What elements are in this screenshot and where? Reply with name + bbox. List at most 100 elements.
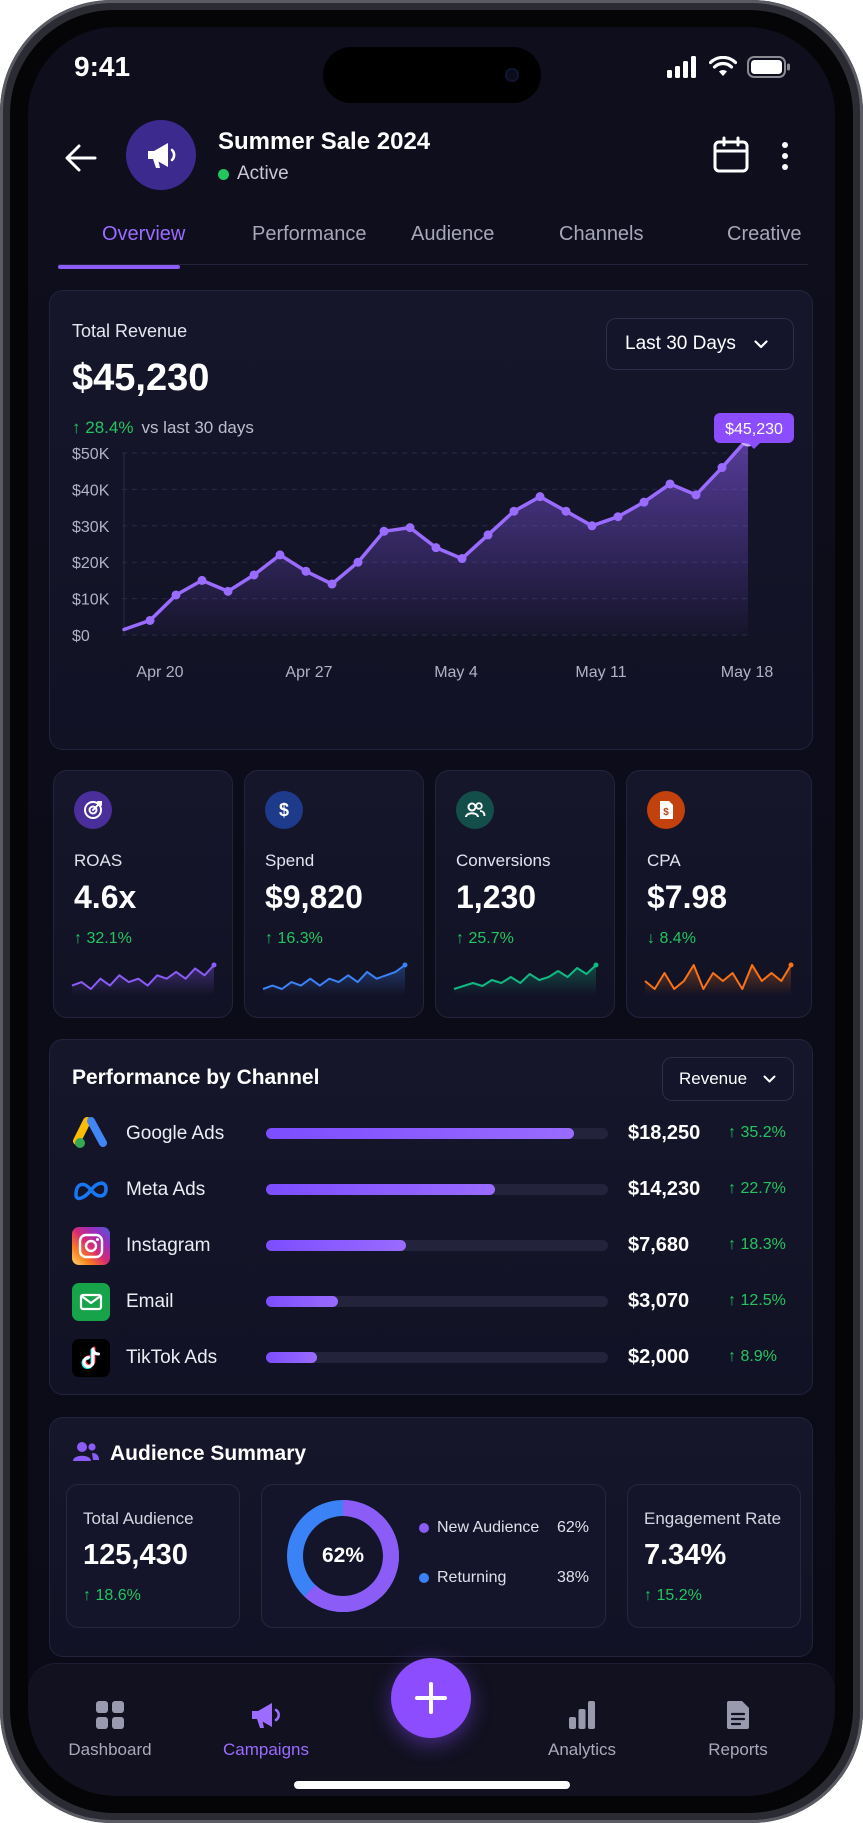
tooltip-label: $45,230 bbox=[725, 421, 783, 438]
sparkline-line bbox=[644, 964, 792, 990]
receipt-icon: $ bbox=[660, 801, 673, 819]
x-tick-label: May 18 bbox=[721, 664, 774, 681]
engagement-value: 7.34% bbox=[644, 1539, 727, 1571]
revenue-point bbox=[353, 557, 363, 567]
engagement-panel: Engagement Rate 7.34% ↑ 15.2% bbox=[627, 1484, 801, 1628]
channel-bar-fill bbox=[266, 1184, 496, 1195]
kpi-sparkline bbox=[453, 962, 599, 995]
revenue-point bbox=[717, 463, 727, 473]
kpi-card-cpa[interactable]: $ CPA $7.98 ↓ 8.4% bbox=[626, 770, 812, 1018]
audience-split-panel: 62% New Audience 62% Returning 38% bbox=[261, 1484, 606, 1628]
kpi-label: ROAS bbox=[74, 851, 123, 870]
y-tick-label: $30K bbox=[72, 519, 110, 536]
campaign-status-label: Active bbox=[237, 163, 289, 184]
revenue-change-value: ↑ 28.4% bbox=[72, 418, 134, 437]
sparkline-line bbox=[262, 964, 406, 990]
revenue-point bbox=[145, 615, 155, 625]
nav-analytics[interactable]: Analytics bbox=[512, 1700, 652, 1760]
revenue-point bbox=[535, 492, 545, 502]
legend-dot bbox=[419, 1523, 429, 1533]
svg-text:$: $ bbox=[663, 807, 669, 818]
channel-change: ↑ 18.3% bbox=[728, 1236, 786, 1253]
tab-overview[interactable]: Overview bbox=[102, 223, 186, 245]
channel-metric-select[interactable]: Revenue bbox=[662, 1057, 794, 1101]
channel-change: ↑ 35.2% bbox=[728, 1124, 786, 1141]
wifi-icon bbox=[709, 56, 737, 76]
revenue-point bbox=[561, 506, 571, 516]
campaign-avatar bbox=[126, 120, 196, 190]
revenue-tooltip: $45,230 bbox=[714, 413, 794, 449]
revenue-point bbox=[509, 506, 519, 516]
x-tick-label: May 11 bbox=[575, 664, 626, 681]
kpi-change: ↑ 16.3% bbox=[265, 930, 323, 947]
channel-row-google-ads[interactable]: Google Ads $18,250 ↑ 35.2% bbox=[72, 1114, 792, 1154]
channel-value: $14,230 bbox=[628, 1178, 701, 1200]
channel-value: $3,070 bbox=[628, 1290, 690, 1312]
megaphone-icon bbox=[252, 1703, 280, 1728]
revenue-point bbox=[379, 526, 389, 536]
nav-label: Reports bbox=[708, 1740, 768, 1759]
channel-change: ↑ 22.7% bbox=[728, 1180, 786, 1197]
legend-returning: Returning 38% bbox=[419, 1569, 589, 1587]
kpi-label: Conversions bbox=[456, 851, 551, 870]
channel-row-tiktok-ads[interactable]: TikTok Ads $2,000 ↑ 8.9% bbox=[72, 1338, 792, 1378]
nav-campaigns[interactable]: Campaigns bbox=[196, 1700, 336, 1760]
kpi-value: $9,820 bbox=[265, 879, 363, 915]
more-vertical-icon[interactable] bbox=[780, 141, 790, 171]
revenue-label: Total Revenue bbox=[72, 321, 188, 341]
donut-new-segment bbox=[287, 1500, 399, 1612]
nav-dashboard[interactable]: Dashboard bbox=[40, 1700, 180, 1760]
date-range-select[interactable]: Last 30 Days bbox=[606, 318, 794, 370]
tab-bar: Overview Performance Audience Channels C… bbox=[58, 223, 808, 265]
channel-bar-track bbox=[266, 1128, 608, 1139]
channel-row-instagram[interactable]: Instagram $7,680 ↑ 18.3% bbox=[72, 1226, 792, 1266]
channel-name: Meta Ads bbox=[126, 1179, 206, 1200]
channel-name: Instagram bbox=[126, 1235, 211, 1256]
sparkline-end-point bbox=[788, 962, 794, 968]
kpi-label: CPA bbox=[647, 851, 681, 870]
channel-row-email[interactable]: Email $3,070 ↑ 12.5% bbox=[72, 1282, 792, 1322]
channel-row-meta-ads[interactable]: Meta Ads $14,230 ↑ 22.7% bbox=[72, 1170, 792, 1210]
revenue-change: ↑ 28.4% vs last 30 days bbox=[72, 418, 254, 438]
kpi-card-conversions[interactable]: Conversions 1,230 ↑ 25.7% bbox=[435, 770, 615, 1018]
kpi-change-pct: 16.3% bbox=[277, 930, 323, 947]
tab-audience[interactable]: Audience bbox=[411, 223, 495, 245]
audience-summary-card: Audience Summary Total Audience 125,430 … bbox=[49, 1417, 813, 1657]
tab-creative[interactable]: Creative bbox=[727, 223, 802, 245]
nav-reports[interactable]: Reports bbox=[668, 1700, 808, 1760]
channel-change: ↑ 12.5% bbox=[728, 1292, 786, 1309]
nav-label: Campaigns bbox=[223, 1740, 309, 1759]
target-icon bbox=[84, 801, 102, 819]
kpi-change: ↑ 25.7% bbox=[456, 930, 514, 947]
revenue-point bbox=[691, 490, 701, 500]
kpi-value: $7.98 bbox=[647, 879, 728, 915]
add-button[interactable] bbox=[391, 1658, 471, 1738]
calendar-icon[interactable] bbox=[711, 135, 751, 175]
revenue-point bbox=[405, 523, 415, 533]
revenue-point bbox=[457, 554, 467, 564]
channel-bar-fill bbox=[266, 1128, 574, 1139]
kpi-card-roas[interactable]: ROAS 4.6x ↑ 32.1% bbox=[53, 770, 233, 1018]
channel-bar-fill bbox=[266, 1240, 407, 1251]
channel-card-title: Performance by Channel bbox=[72, 1066, 320, 1089]
channel-change-pct: 12.5% bbox=[740, 1292, 786, 1309]
legend-label: Returning bbox=[437, 1569, 507, 1586]
channel-change-pct: 35.2% bbox=[740, 1124, 786, 1141]
back-arrow-icon[interactable] bbox=[62, 139, 100, 177]
kpi-card-spend[interactable]: $ Spend $9,820 ↑ 16.3% bbox=[244, 770, 424, 1018]
revenue-point bbox=[665, 479, 675, 489]
tab-channels[interactable]: Channels bbox=[559, 223, 644, 245]
revenue-point bbox=[327, 579, 337, 589]
google-ads-icon bbox=[72, 1115, 110, 1153]
revenue-change-suffix: vs last 30 days bbox=[141, 418, 254, 437]
channel-bar-track bbox=[266, 1184, 608, 1195]
kpi-sparkline bbox=[262, 962, 408, 995]
meta-icon bbox=[72, 1171, 110, 1209]
total-audience-panel: Total Audience 125,430 ↑ 18.6% bbox=[66, 1484, 240, 1628]
sparkline-area bbox=[454, 965, 596, 995]
tab-performance[interactable]: Performance bbox=[252, 223, 367, 245]
battery-icon bbox=[747, 56, 790, 78]
app-screen: 9:41 bbox=[28, 27, 835, 1796]
tooltip-pointer bbox=[748, 443, 760, 449]
y-tick-label: $50K bbox=[72, 446, 110, 463]
